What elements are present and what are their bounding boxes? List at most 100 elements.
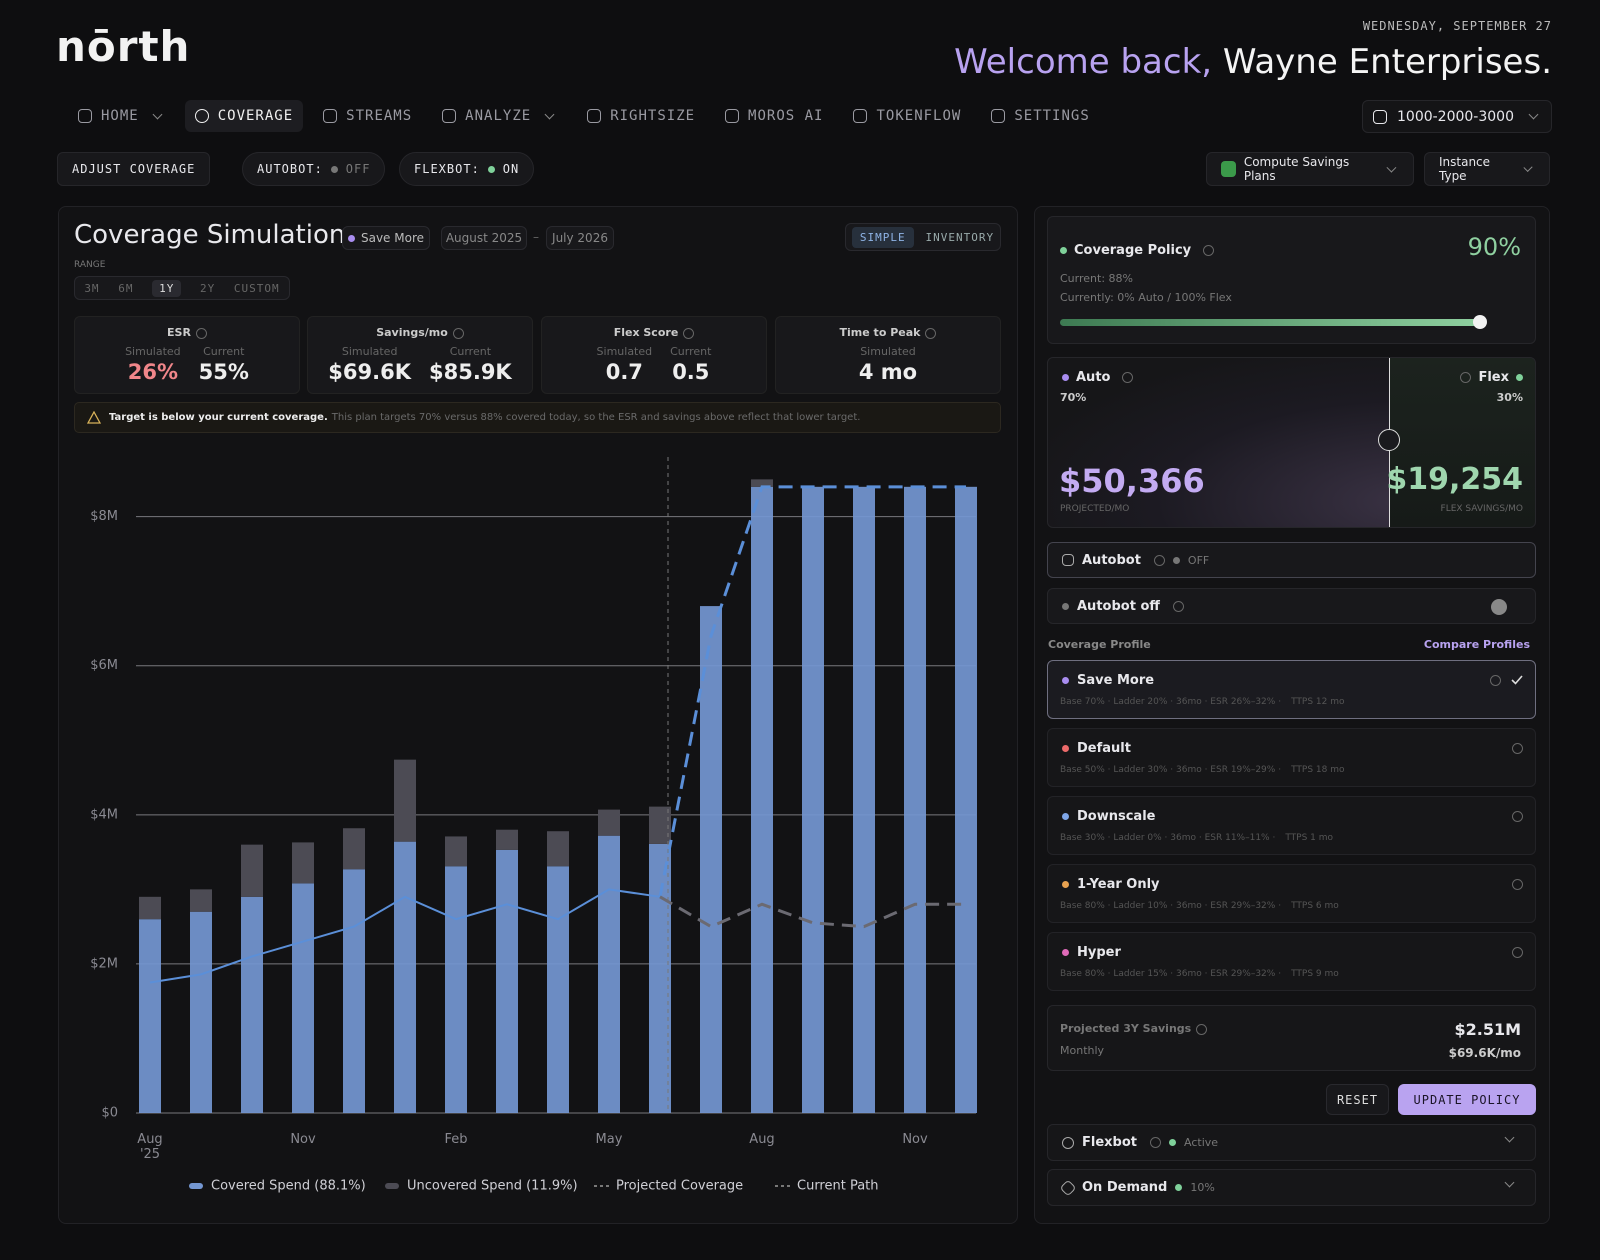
info-icon[interactable] (1460, 372, 1472, 383)
metric-columns: Simulated $69.6K Current $85.9K (308, 345, 532, 384)
profile-name-text: Downscale (1077, 809, 1156, 824)
info-icon[interactable] (1512, 811, 1523, 822)
info-icon[interactable] (195, 327, 207, 339)
logo[interactable]: nōrth (56, 22, 191, 71)
date-pill[interactable]: August 2025 (441, 226, 527, 250)
profile[interactable]: Downscale Base 30% · Ladder 0% · 36mo · E… (1047, 796, 1536, 855)
y-tick-label: $6M (90, 658, 118, 673)
info-icon[interactable] (925, 327, 937, 339)
bar (649, 806, 671, 844)
profile-detail: Base 30% · Ladder 0% · 36mo · ESR 11%–11… (1060, 833, 1333, 843)
info-icon[interactable] (1512, 743, 1523, 754)
slider-knob[interactable] (1473, 315, 1487, 329)
info-icon[interactable] (1203, 245, 1215, 256)
bar (241, 844, 263, 897)
metric-column: Simulated 0.7 (597, 345, 653, 384)
chart: $0 $2M $4M $6M $8M Aug '25 Nov Feb May Aug Nov Cover… (90, 457, 977, 1194)
info-icon[interactable] (1122, 372, 1134, 383)
view[interactable]: INVENTORY (925, 230, 995, 244)
nav-item[interactable]: RIGHTSIZE (577, 100, 705, 132)
autobot-header[interactable]: Autobot OFF (1047, 542, 1536, 578)
compare-link[interactable]: Compare Profiles (1423, 638, 1530, 651)
date-pill[interactable]: July 2026 (546, 226, 614, 250)
info-icon[interactable] (1153, 554, 1165, 566)
adjust-button[interactable]: ADJUST COVERAGE (57, 152, 211, 186)
dot (1175, 1184, 1183, 1191)
y-tick-label: $0 (101, 1106, 118, 1121)
metric-label: Current (203, 345, 245, 358)
on-demand-row[interactable]: On Demand 10% (1047, 1169, 1536, 1206)
info-icon[interactable] (1150, 1137, 1161, 1148)
profile-pill[interactable]: Save More (342, 226, 430, 250)
range-option[interactable]: 3M (84, 281, 100, 295)
metric-value: 0.7 (605, 360, 643, 384)
metric-label: Simulated (860, 345, 916, 358)
autobot-toggle[interactable]: AUTOBOT: OFF (242, 152, 386, 186)
profile-detail: Base 70% · Ladder 20% · 36mo · ESR 26%–3… (1060, 697, 1345, 707)
flexbot-toggle[interactable]: FLEXBOT: ON (399, 152, 535, 186)
metric-columns: Simulated 4 mo (776, 345, 1000, 384)
profile[interactable]: Default Base 50% · Ladder 30% · 36mo · ES… (1047, 728, 1536, 787)
nav-item[interactable]: HOME (68, 100, 175, 132)
bar (751, 479, 773, 487)
nav: HOME COVERAGE STREAMS ANALYZE RIGHTSIZE MOROS… (68, 100, 1100, 132)
separator: – (533, 230, 539, 244)
account-select[interactable]: 1000-2000-3000 (1362, 100, 1552, 133)
nav-item[interactable]: COVERAGE (184, 100, 304, 132)
y-tick-label: $8M (90, 509, 118, 524)
metric-title-text: Flex Score (613, 326, 679, 339)
profile[interactable]: 1-Year Only Base 80% · Ladder 10% · 36mo … (1047, 864, 1536, 923)
auto-amount: $50,366 (1059, 462, 1205, 500)
filter[interactable]: Compute Savings Plans (1206, 152, 1414, 186)
autobot-label: AUTOBOT: (257, 162, 323, 176)
metric: ESR Simulated 26% Current 55% (74, 316, 300, 394)
view[interactable]: SIMPLE (851, 226, 914, 248)
nav-item[interactable]: STREAMS (313, 100, 422, 132)
range-option[interactable]: 1Y (152, 279, 182, 297)
update-button[interactable]: UPDATE POLICY (1398, 1084, 1536, 1115)
info-icon[interactable] (452, 327, 464, 339)
info-icon[interactable] (1490, 675, 1501, 686)
metric-column: Current 55% (199, 345, 249, 384)
profile-detail-text: Base 80% · Ladder 15% · 36mo · ESR 29%–3… (1060, 969, 1282, 979)
range-option[interactable]: 6M (118, 281, 134, 295)
profile[interactable]: Hyper Base 80% · Ladder 15% · 36mo · ESR … (1047, 932, 1536, 991)
metric-label: Simulated (596, 345, 653, 358)
nav-item[interactable]: TOKENFLOW (843, 100, 971, 132)
toggle[interactable] (1491, 599, 1507, 615)
nav-item[interactable]: MOROS AI (715, 100, 833, 132)
info-icon[interactable] (683, 327, 695, 339)
dot (1062, 745, 1069, 752)
nav-label: STREAMS (346, 108, 413, 124)
nav-label: TOKENFLOW (876, 108, 962, 124)
dot (1062, 949, 1069, 956)
info-icon[interactable] (1512, 879, 1523, 890)
policy-slider[interactable] (1060, 319, 1482, 326)
icon (991, 109, 1006, 123)
info-icon[interactable] (1172, 600, 1184, 612)
legend-swatch (189, 1183, 203, 1189)
range-option[interactable]: CUSTOM (233, 281, 280, 295)
auto-pct: 70% (1060, 391, 1087, 404)
range-toggle: 3M 6M 1Y 2Y CUSTOM (74, 276, 290, 300)
nav-item[interactable]: SETTINGS (981, 100, 1099, 132)
info-icon[interactable] (1196, 1023, 1208, 1035)
profile-name: Downscale (1062, 809, 1155, 824)
reset-button[interactable]: RESET (1326, 1084, 1389, 1115)
adjust-label: ADJUST COVERAGE (72, 162, 196, 176)
bar (343, 869, 365, 1113)
info-icon[interactable] (1512, 947, 1523, 958)
nav-item[interactable]: ANALYZE (432, 100, 567, 132)
profile[interactable]: Save More Base 70% · Ladder 20% · 36mo · … (1047, 660, 1536, 719)
y-tick-label: $4M (90, 807, 118, 822)
profile: Save More (360, 231, 425, 245)
filter[interactable]: Instance Type (1424, 152, 1550, 186)
bar (802, 486, 824, 1113)
bar (394, 841, 416, 1113)
flex-area (1389, 358, 1535, 527)
legend-label: Projected Coverage (616, 1179, 743, 1194)
flexbot-row[interactable]: Flexbot Active (1047, 1124, 1536, 1161)
split-handle[interactable] (1378, 429, 1400, 451)
range-option[interactable]: 2Y (199, 281, 216, 295)
profile-ttps: TTPS 6 mo (1291, 901, 1339, 911)
